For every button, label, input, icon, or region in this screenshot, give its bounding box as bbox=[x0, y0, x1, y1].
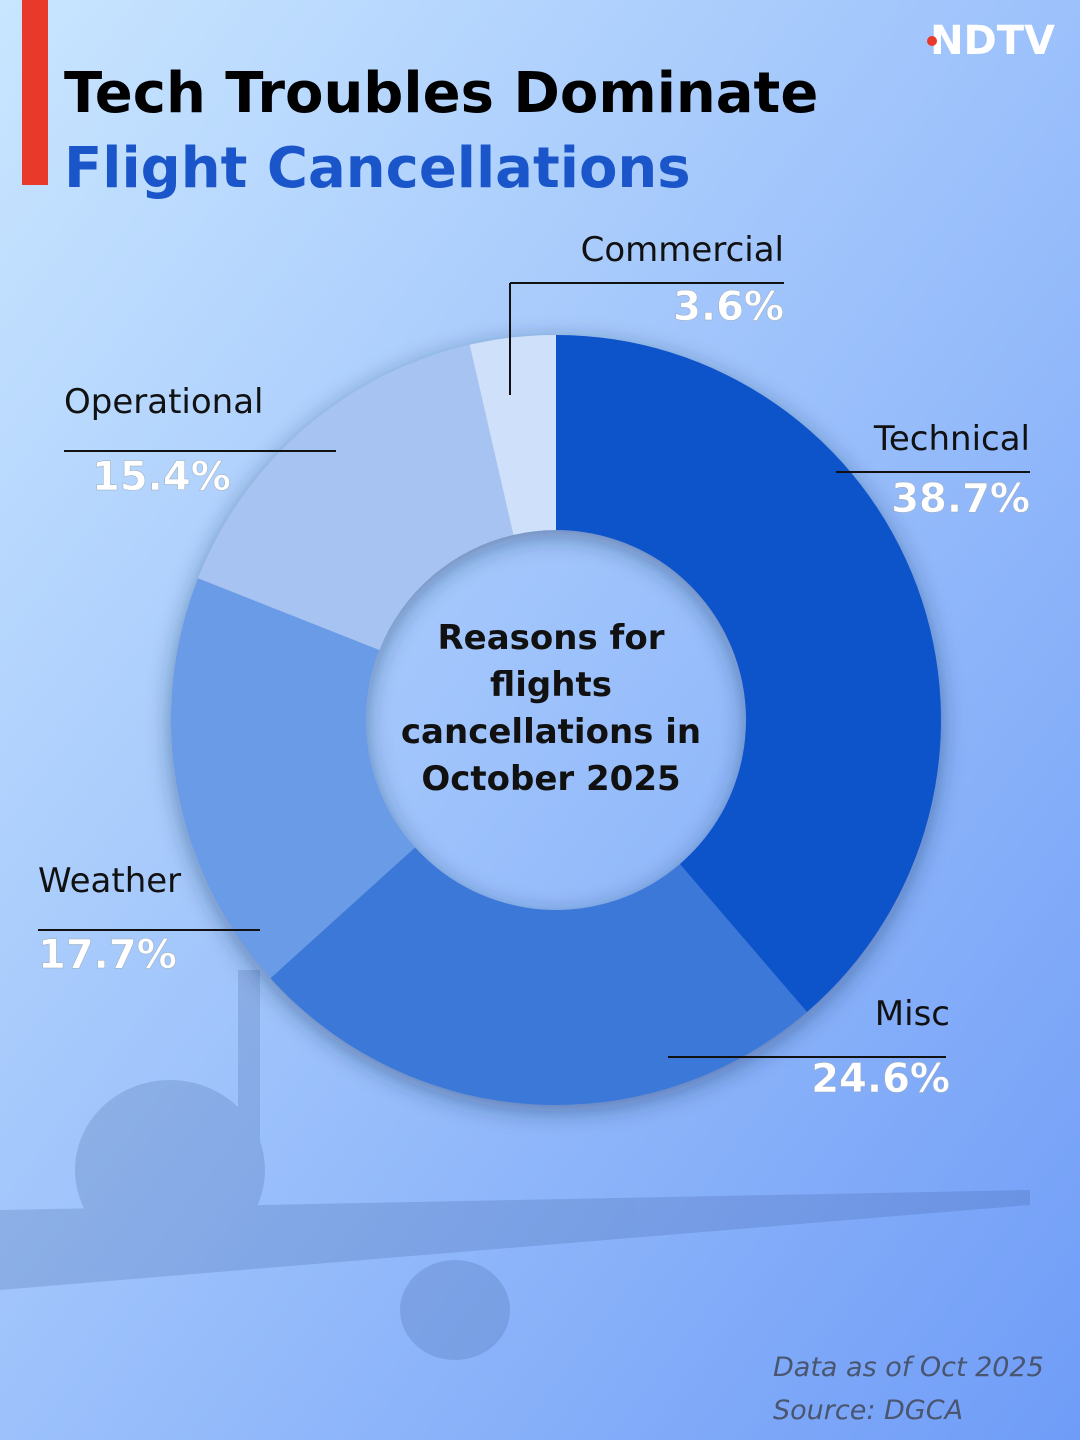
value-label: 15.4% bbox=[92, 454, 231, 500]
source: Source: DGCA bbox=[773, 1395, 963, 1426]
center-text: Reasons for flights cancellations in Oct… bbox=[400, 618, 702, 799]
donut-slice bbox=[556, 335, 941, 1012]
title-line: Tech Troubles Dominate bbox=[64, 61, 818, 126]
title-line: Flight Cancellations bbox=[64, 136, 691, 201]
donut-slice bbox=[170, 578, 416, 979]
logo-dot bbox=[927, 36, 937, 46]
airplane-silhouette bbox=[0, 970, 1030, 1360]
footnote: Data as of Oct 2025 bbox=[773, 1352, 1044, 1383]
donut-slice bbox=[270, 847, 807, 1105]
labels: Technical 38.7% Misc 24.6% Weather 17.7% Opera… bbox=[38, 230, 1031, 1102]
category-label: Commercial bbox=[581, 230, 784, 270]
category-label: Operational bbox=[64, 382, 263, 422]
category-label: Misc bbox=[875, 994, 950, 1034]
value-label: 38.7% bbox=[891, 476, 1030, 522]
category-label: Weather bbox=[38, 861, 181, 901]
value-label: 3.6% bbox=[673, 284, 784, 330]
value-label: 17.7% bbox=[38, 932, 177, 978]
logo: NDTV bbox=[930, 18, 1055, 64]
donut-slice bbox=[469, 335, 556, 535]
category-label: Technical bbox=[873, 419, 1030, 459]
donut-slice bbox=[198, 344, 514, 651]
donut bbox=[170, 335, 941, 1105]
accent-bar bbox=[22, 0, 48, 185]
value-label: 24.6% bbox=[811, 1056, 950, 1102]
